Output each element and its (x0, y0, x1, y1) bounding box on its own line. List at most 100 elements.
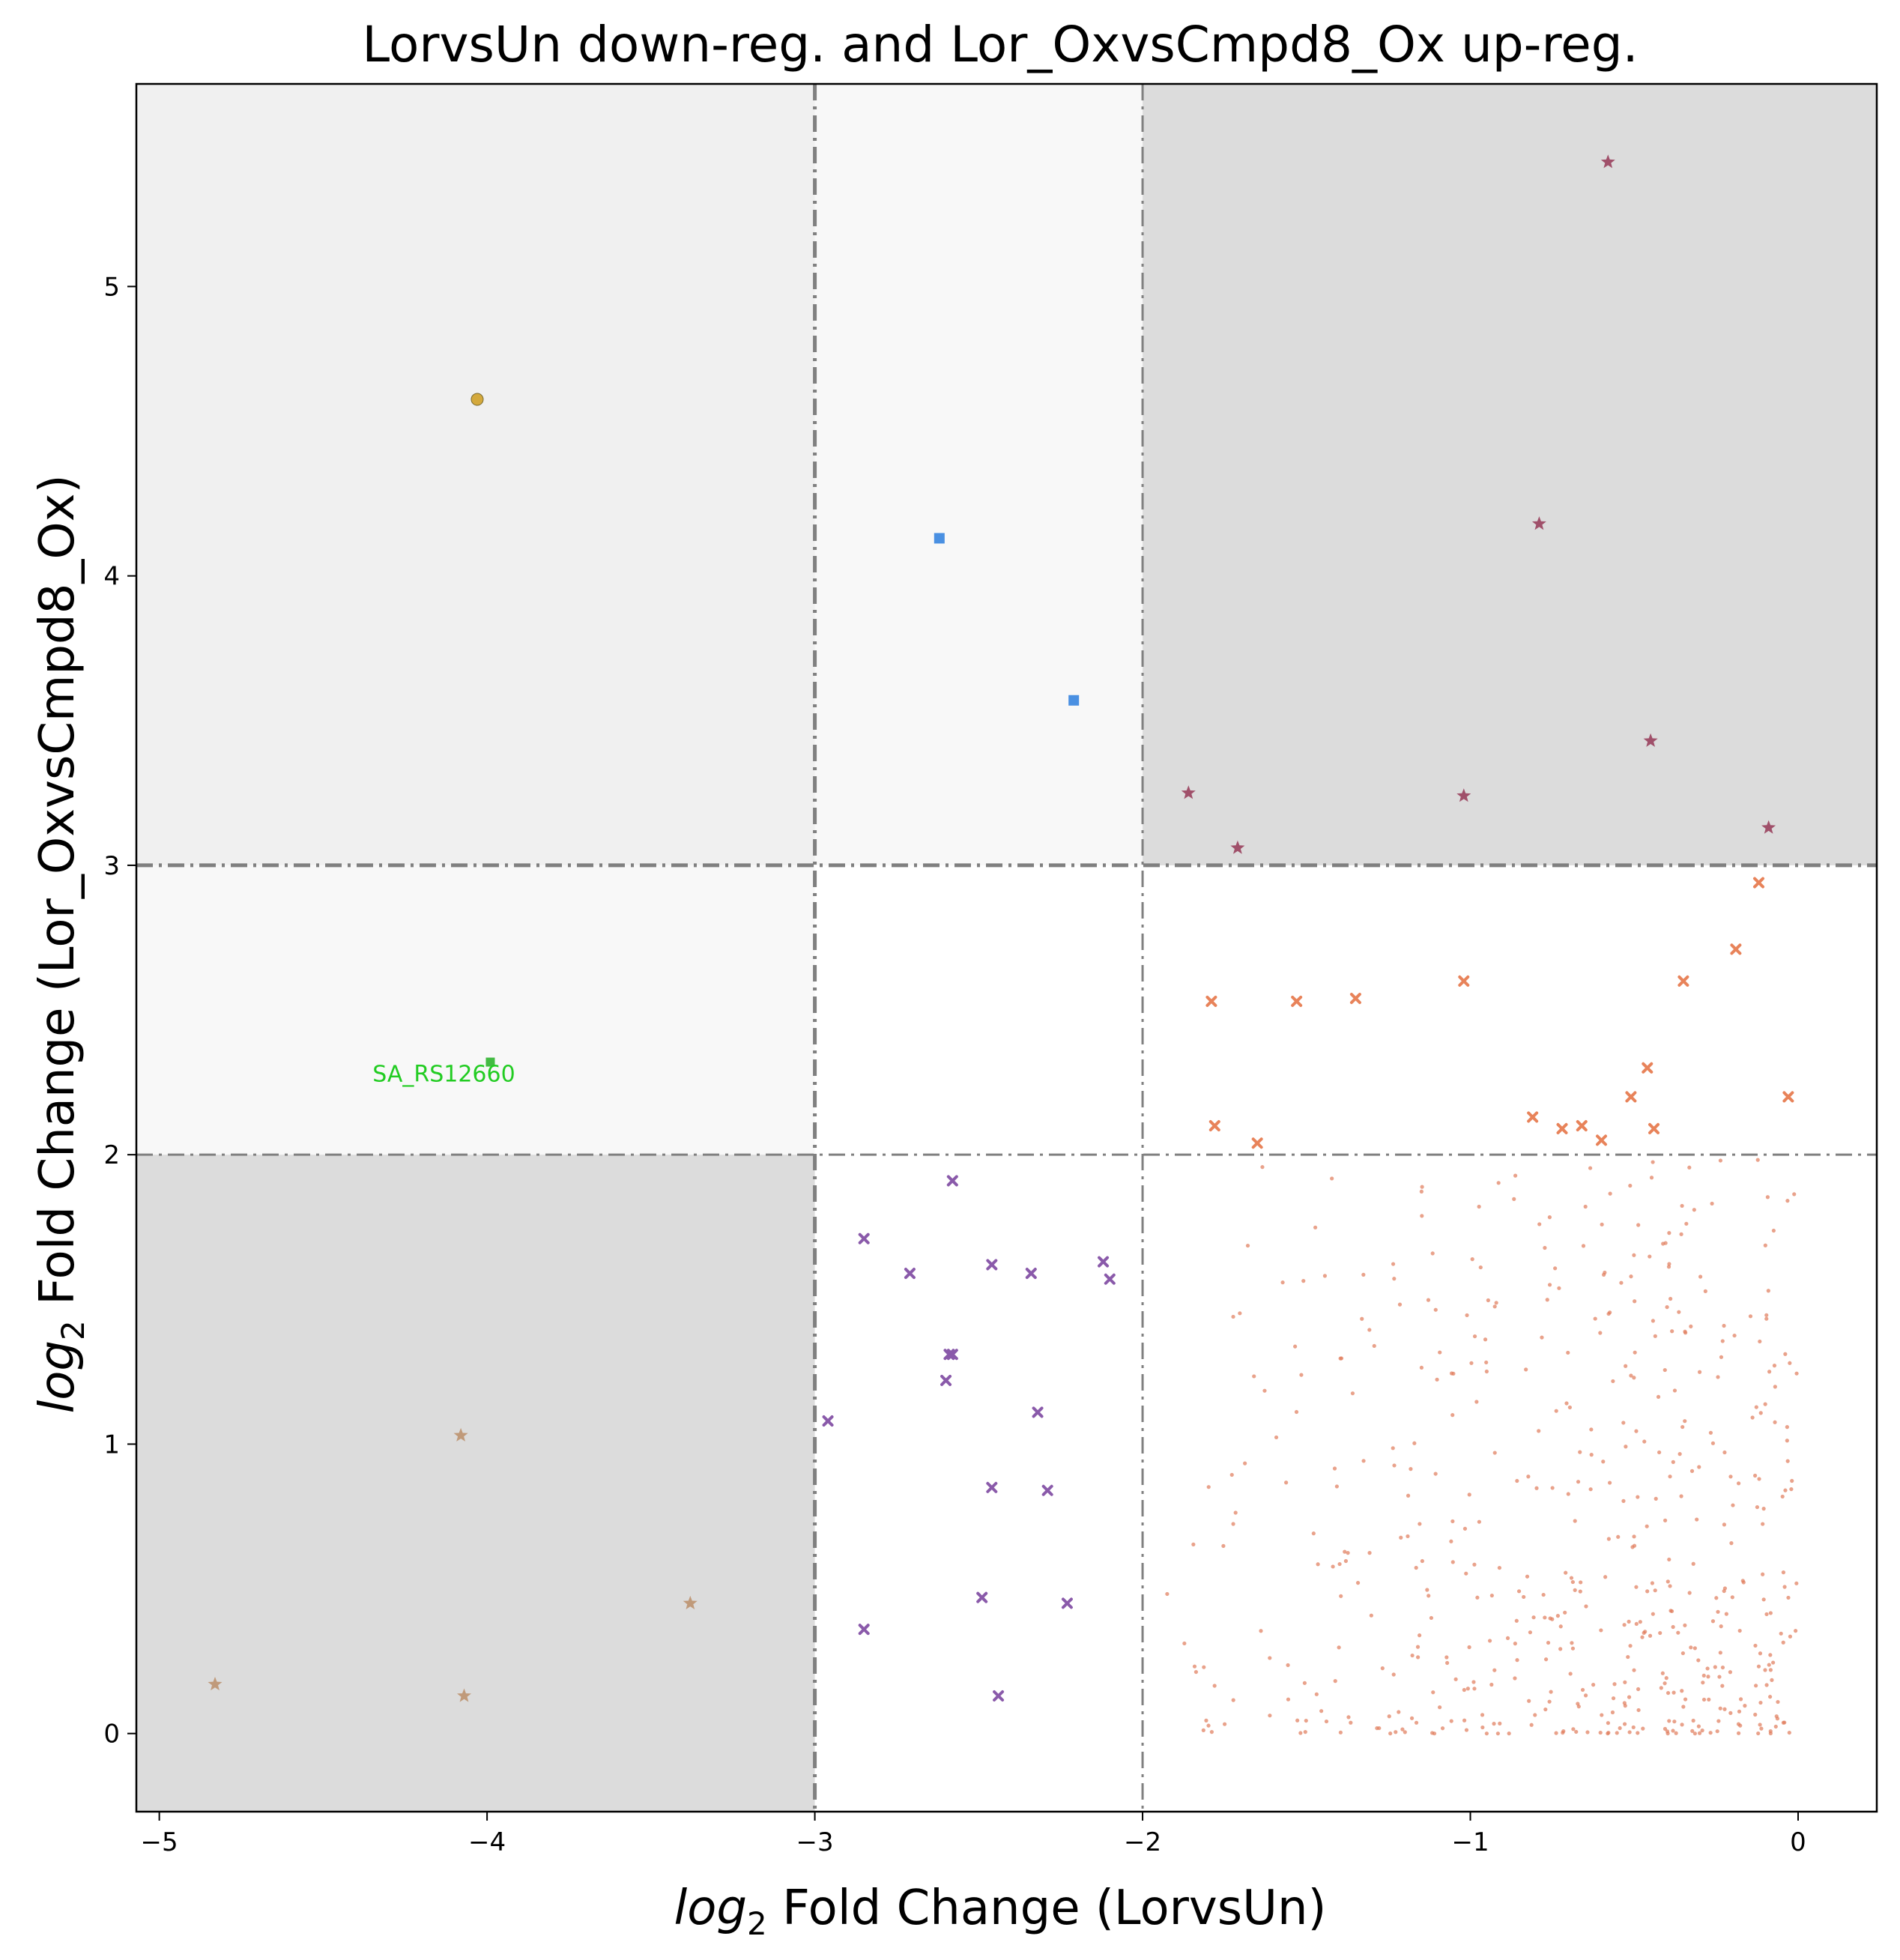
cloud-point (1372, 1343, 1376, 1349)
cloud-point (1763, 1402, 1767, 1406)
data-point (1041, 1484, 1053, 1496)
cloud-point (1467, 1645, 1471, 1650)
cloud-point (1703, 1289, 1707, 1293)
cloud-point (1634, 1585, 1639, 1589)
cloud-point (1691, 1561, 1695, 1566)
cloud-point (1716, 1375, 1720, 1379)
cloud-point (1338, 1730, 1343, 1734)
cloud-point (1486, 1298, 1490, 1303)
cloud-point (1695, 1517, 1699, 1522)
y-tick-label: 5 (103, 272, 120, 302)
cloud-point (1375, 1725, 1379, 1731)
cloud-point (1525, 1574, 1530, 1579)
cloud-point (1578, 1450, 1582, 1454)
cloud-point (1229, 1472, 1234, 1477)
cloud-point (1691, 1718, 1695, 1723)
cloud-point (1558, 1647, 1563, 1651)
cloud-point (1222, 1722, 1227, 1726)
cloud-point (1667, 1557, 1671, 1562)
cloud-point (1333, 1679, 1337, 1684)
cloud-point (1361, 1459, 1366, 1463)
cloud-point (1451, 1371, 1456, 1376)
cloud-point (1557, 1286, 1561, 1290)
cloud-point (1671, 1728, 1675, 1733)
cloud-point (1561, 1731, 1565, 1735)
cloud-point (1788, 1361, 1792, 1365)
cloud-point (1667, 1719, 1671, 1723)
y-axis-ticks: 0 1 2 3 4 5 (103, 272, 136, 1749)
quadrant-regions (136, 84, 1877, 1812)
cloud-point (1492, 1721, 1496, 1726)
cloud-point (1687, 1591, 1692, 1595)
cloud-point (1710, 1441, 1716, 1445)
cloud-point (1550, 1617, 1555, 1621)
cloud-point (1729, 1541, 1734, 1546)
cloud-point (1785, 1199, 1790, 1203)
data-point (1648, 1122, 1660, 1134)
cloud-point (1636, 1731, 1640, 1735)
point-cloud (1165, 1158, 1799, 1736)
cloud-point (1570, 1646, 1576, 1651)
cloud-point (1462, 1526, 1468, 1531)
cloud-point (1728, 1711, 1733, 1715)
x-tick-label: −2 (1124, 1827, 1161, 1857)
cloud-point (1667, 1231, 1671, 1235)
cloud-point (1576, 1480, 1581, 1484)
cloud-point (1449, 1719, 1453, 1723)
cloud-point (1566, 1492, 1570, 1496)
cloud-point (1780, 1494, 1785, 1499)
cloud-point (1546, 1640, 1551, 1645)
cloud-point (1514, 1618, 1519, 1623)
cloud-point (1201, 1728, 1205, 1732)
cloud-point (1638, 1620, 1642, 1624)
cloud-point (1397, 1302, 1403, 1307)
cloud-point (1410, 1653, 1415, 1658)
region-3 (136, 865, 815, 1155)
cloud-point (1658, 1630, 1662, 1636)
cloud-point (1740, 1579, 1745, 1583)
x-tick-label: −4 (468, 1827, 506, 1857)
cloud-point (1722, 1522, 1727, 1527)
data-point (1625, 1091, 1637, 1103)
cloud-point (1680, 1722, 1684, 1727)
cloud-point (1299, 1373, 1304, 1377)
cloud-point (1660, 1671, 1665, 1675)
cloud-point (1649, 1176, 1654, 1180)
cloud-point (1754, 1684, 1758, 1688)
cloud-point (1547, 1283, 1552, 1287)
cloud-point (1584, 1604, 1588, 1609)
cloud-point (1612, 1682, 1617, 1687)
cloud-point (1513, 1173, 1518, 1178)
cloud-point (1722, 1450, 1727, 1455)
cloud-point (1768, 1729, 1773, 1734)
cloud-point (1494, 1301, 1498, 1305)
cloud-point (1450, 1413, 1455, 1418)
data-point (1456, 788, 1471, 802)
cloud-point (1623, 1680, 1627, 1684)
cloud-point (1420, 1185, 1424, 1189)
cloud-point (1611, 1379, 1615, 1384)
cloud-point (1770, 1678, 1774, 1682)
cloud-point (1202, 1665, 1206, 1669)
cloud-point (1583, 1693, 1588, 1698)
cloud-point (1182, 1641, 1187, 1646)
cloud-point (1653, 1334, 1657, 1338)
cloud-point (1696, 1724, 1701, 1728)
cloud-point (1286, 1697, 1291, 1702)
cloud-point (1767, 1663, 1771, 1667)
cloud-point (1387, 1714, 1391, 1719)
data-point (1556, 1122, 1568, 1134)
cloud-point (1692, 1208, 1696, 1212)
cloud-point (1406, 1493, 1411, 1498)
cloud-point (1683, 1623, 1687, 1627)
cloud-point (1294, 1409, 1299, 1415)
cloud-point (1790, 1478, 1794, 1483)
cloud-point (1343, 1558, 1349, 1564)
cloud-point (1705, 1666, 1710, 1671)
cloud-point (1415, 1645, 1421, 1649)
cloud-point (1425, 1588, 1429, 1592)
cloud-point (1633, 1299, 1637, 1304)
cloud-point (1284, 1480, 1289, 1485)
cloud-point (1761, 1597, 1766, 1602)
cloud-point (1574, 1729, 1579, 1734)
